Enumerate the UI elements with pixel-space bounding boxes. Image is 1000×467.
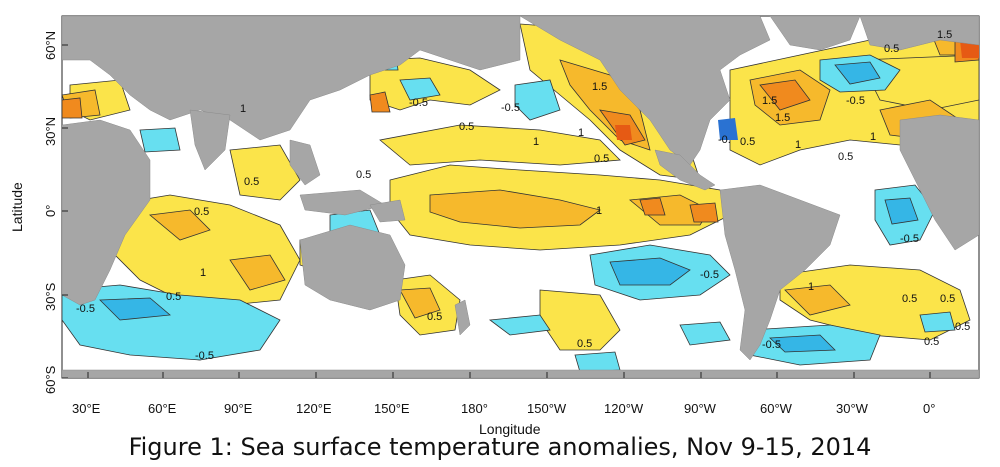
y-axis: 60°N 30°N 0° 30°S 60°S Latitude [9, 31, 68, 394]
contour-label: -0.5 [195, 350, 214, 362]
contour-label: 1 [795, 139, 801, 151]
contour-label: 0.5 [427, 311, 442, 323]
x-axis-title: Longitude [479, 421, 541, 437]
y-tick-label: 0° [43, 205, 58, 217]
contour-label: 0.5 [924, 336, 939, 348]
cool-anomaly-1deg-regions [99, 61, 919, 353]
x-tick-label: 120°E [296, 401, 332, 416]
x-tick-label: 90°W [684, 401, 717, 416]
land-masses [62, 16, 979, 378]
contour-label: 0.5 [244, 176, 259, 188]
contour-label: 1.5 [762, 95, 777, 107]
contour-label: 1 [200, 267, 206, 279]
x-tick-label: 150°W [527, 401, 567, 416]
contour-label: 0.5 [459, 121, 474, 133]
x-tick-label: 120°W [604, 401, 644, 416]
contour-label: 1 [808, 281, 814, 293]
contour-label-layer: 1.5 0.5 -0.5 -0.5 0.5 1.5 1 0.5 1 -0. 0.… [76, 29, 970, 362]
x-tick-label: 60°E [148, 401, 177, 416]
contour-label: 0.5 [884, 43, 899, 55]
y-axis-title: Latitude [9, 182, 25, 232]
contour-label: 1.5 [592, 81, 607, 93]
contour-label: 0.5 [577, 338, 592, 350]
figure-caption: Figure 1: Sea surface temperature anomal… [129, 433, 872, 461]
contour-label: -0.5 [762, 339, 781, 351]
contour-label: -0.5 [700, 269, 719, 281]
contour-label: 1.5 [775, 112, 790, 124]
y-tick-label: 30°S [43, 282, 58, 311]
y-tick-label: 60°N [43, 31, 58, 60]
contour-label: -0.5 [900, 233, 919, 245]
contour-label: 0.5 [902, 293, 917, 305]
contour-label: 0.5 [594, 153, 609, 165]
contour-label: 0.5 [740, 136, 755, 148]
contour-label: 1 [596, 205, 602, 217]
contour-label: -0.5 [846, 95, 865, 107]
x-tick-label: 150°E [374, 401, 410, 416]
contour-label: 0.5 [940, 293, 955, 305]
contour-label: 1.5 [937, 29, 952, 41]
contour-label: 0.5 [955, 321, 970, 333]
contour-label: 0.5 [166, 291, 181, 303]
contour-label: 1 [578, 127, 584, 139]
contour-label: -0.5 [409, 97, 428, 109]
contour-label: 1 [240, 103, 246, 115]
x-tick-label: 30°E [72, 401, 101, 416]
contour-label: 0.5 [838, 151, 853, 163]
contour-label: -0.5 [76, 303, 95, 315]
contour-label: 1 [533, 136, 539, 148]
contour-label: 0.5 [194, 206, 209, 218]
contour-label: 0.5 [356, 169, 371, 181]
x-tick-label: 30°W [836, 401, 869, 416]
x-tick-label: 180° [461, 401, 488, 416]
y-tick-label: 60°S [43, 365, 58, 394]
x-tick-label: 0° [923, 401, 935, 416]
contour-label: -0.5 [501, 102, 520, 114]
contour-label: -0. [718, 134, 731, 146]
y-tick-label: 30°N [43, 117, 58, 146]
x-tick-label: 60°W [760, 401, 793, 416]
contour-label: 1 [870, 131, 876, 143]
x-tick-label: 90°E [224, 401, 253, 416]
x-axis: 30°E 60°E 90°E 120°E 150°E 180° 150°W 12… [72, 372, 935, 437]
